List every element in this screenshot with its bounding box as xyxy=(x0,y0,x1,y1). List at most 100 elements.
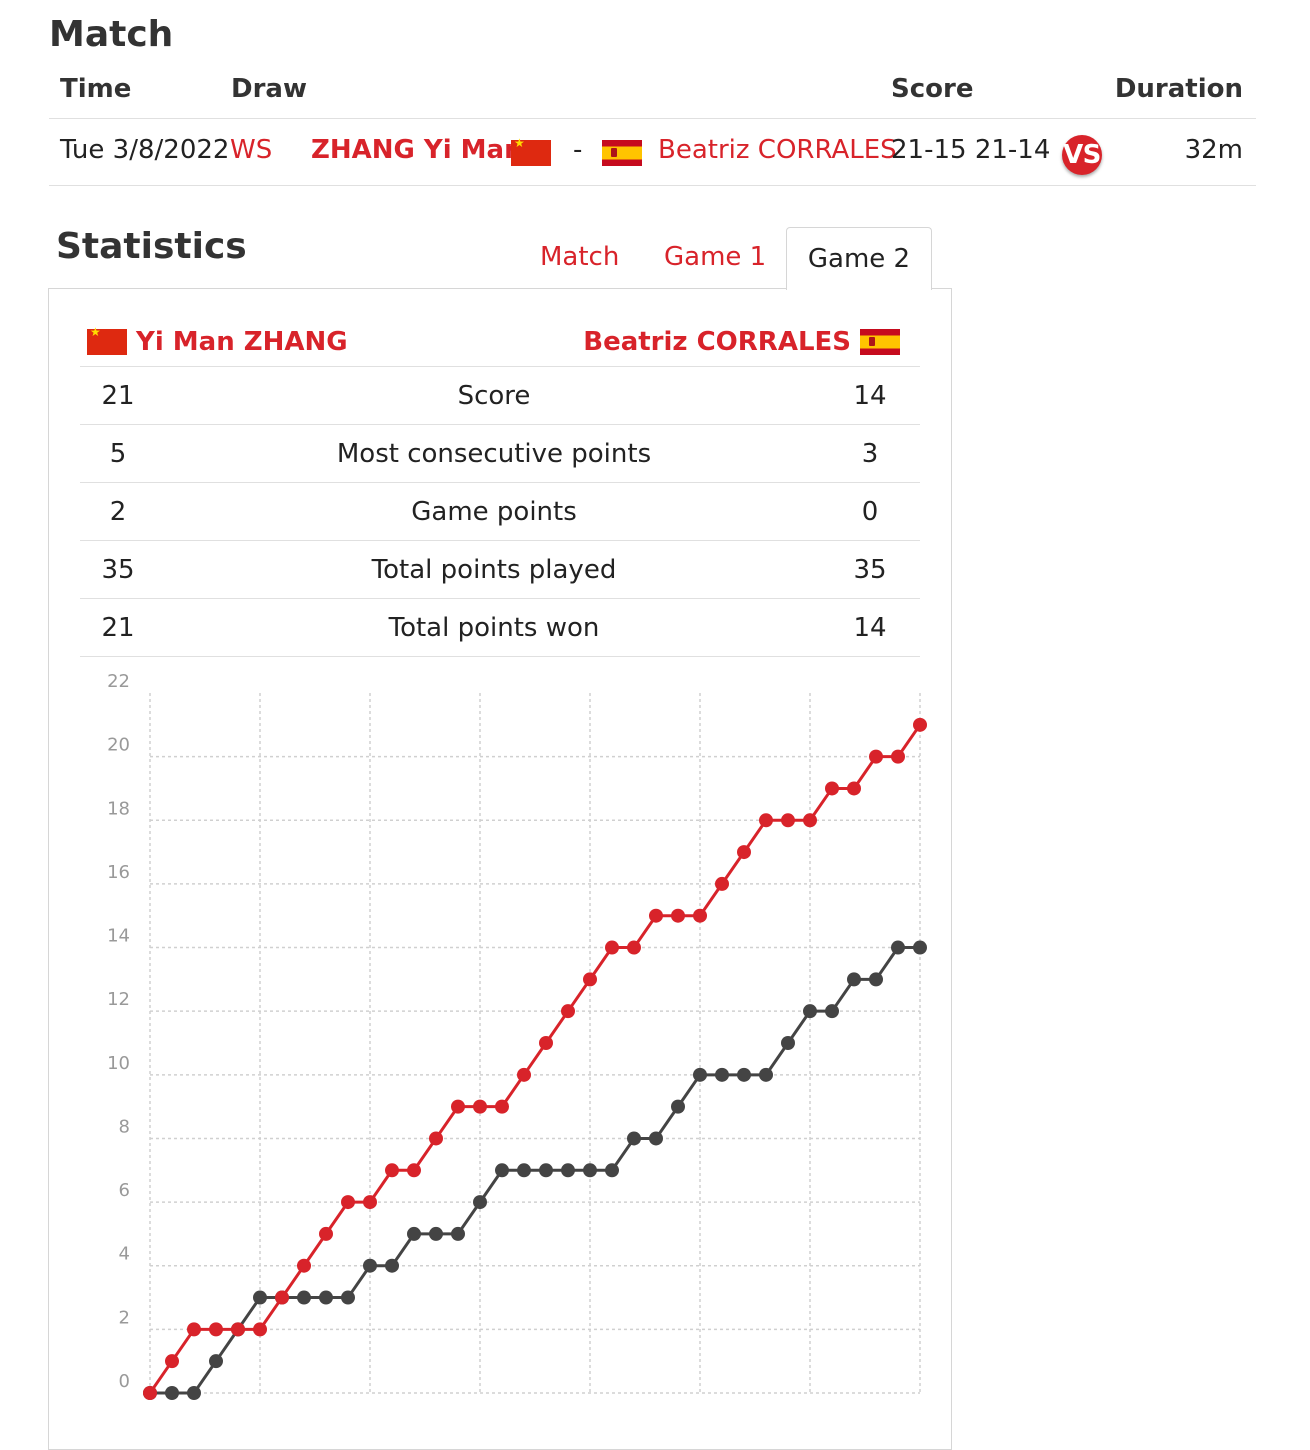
player2-link[interactable]: Beatriz CORRALES xyxy=(658,135,897,165)
stat-row: 2 Game points 0 xyxy=(80,483,920,541)
vs-icon[interactable]: VS xyxy=(1062,135,1102,175)
y-tick-label: 20 xyxy=(107,735,130,756)
data-point xyxy=(759,813,773,828)
stat-left-value: 5 xyxy=(109,439,127,469)
header-duration: Duration xyxy=(1114,74,1243,104)
spain-flag-icon xyxy=(860,329,900,355)
data-point xyxy=(737,845,751,860)
statistics-heading: Statistics xyxy=(56,226,247,267)
data-point xyxy=(253,1322,267,1337)
stat-row: 35 Total points played 35 xyxy=(80,541,920,599)
stat-label: Total points played xyxy=(371,555,617,585)
data-point xyxy=(913,717,927,732)
data-point xyxy=(495,1099,509,1114)
player-left-name[interactable]: Yi Man ZHANG xyxy=(136,327,348,357)
data-point xyxy=(649,1131,663,1146)
data-point xyxy=(297,1290,311,1305)
data-point xyxy=(319,1226,333,1241)
match-time: Tue 3/8/2022 xyxy=(60,135,230,165)
data-point xyxy=(913,940,927,955)
y-tick-label: 12 xyxy=(107,989,130,1010)
data-point xyxy=(231,1322,245,1337)
data-point xyxy=(671,1099,685,1114)
data-point xyxy=(363,1258,377,1273)
data-point xyxy=(209,1322,223,1337)
y-tick-label: 8 xyxy=(119,1116,130,1137)
data-point xyxy=(759,1067,773,1082)
match-draw-link[interactable]: WS xyxy=(230,135,273,165)
data-point xyxy=(517,1067,531,1082)
data-point xyxy=(891,749,905,764)
player1-link[interactable]: ZHANG Yi Man xyxy=(311,135,523,165)
header-time: Time xyxy=(60,74,132,104)
match-row[interactable]: Tue 3/8/2022 WS ZHANG Yi Man - Beatriz C… xyxy=(49,119,1256,186)
match-table: Time Draw Score Duration Tue 3/8/2022 WS… xyxy=(49,60,1256,186)
match-duration: 32m xyxy=(1184,135,1243,165)
player-right-name[interactable]: Beatriz CORRALES xyxy=(583,327,851,357)
match-table-header: Time Draw Score Duration xyxy=(49,60,1256,119)
data-point xyxy=(187,1322,201,1337)
stat-label: Game points xyxy=(411,497,577,527)
china-flag-icon xyxy=(511,137,551,166)
data-point xyxy=(825,781,839,796)
stat-right-value: 0 xyxy=(861,497,879,527)
stats-table: 21 Score 14 5 Most consecutive points 3 … xyxy=(80,366,920,657)
stat-left-value: 21 xyxy=(101,381,135,411)
players-header: Yi Man ZHANG Beatriz CORRALES xyxy=(87,324,900,364)
data-point xyxy=(429,1131,443,1146)
series-line xyxy=(148,723,922,1394)
stat-row: 5 Most consecutive points 3 xyxy=(80,425,920,483)
data-point xyxy=(715,1067,729,1082)
y-tick-label: 4 xyxy=(119,1244,130,1265)
data-point xyxy=(671,908,685,923)
data-point xyxy=(517,1163,531,1178)
data-point xyxy=(275,1290,289,1305)
data-point xyxy=(627,940,641,955)
data-point xyxy=(825,1004,839,1019)
data-point xyxy=(209,1354,223,1369)
stat-left-value: 21 xyxy=(101,613,135,643)
data-point xyxy=(847,972,861,987)
y-tick-label: 0 xyxy=(119,1371,130,1392)
tab-game-2[interactable]: Game 2 xyxy=(786,227,932,290)
data-point xyxy=(737,1067,751,1082)
data-point xyxy=(803,813,817,828)
data-point xyxy=(297,1258,311,1273)
data-point xyxy=(165,1386,179,1400)
data-point xyxy=(869,749,883,764)
data-point xyxy=(385,1163,399,1178)
data-point xyxy=(473,1195,487,1210)
data-point xyxy=(473,1099,487,1114)
data-point xyxy=(451,1226,465,1241)
stat-right-value: 3 xyxy=(861,439,879,469)
header-draw: Draw xyxy=(231,74,307,104)
stat-row: 21 Total points won 14 xyxy=(80,599,920,657)
data-point xyxy=(407,1163,421,1178)
data-point xyxy=(341,1195,355,1210)
stat-left-value: 35 xyxy=(101,555,135,585)
data-point xyxy=(693,1067,707,1082)
data-point xyxy=(561,1004,575,1019)
spain-flag-icon xyxy=(602,140,642,166)
data-point xyxy=(187,1386,201,1400)
data-point xyxy=(341,1290,355,1305)
stat-right-value: 14 xyxy=(853,613,887,643)
tab-match[interactable]: Match xyxy=(540,242,620,272)
header-score: Score xyxy=(891,74,974,104)
data-point xyxy=(781,1036,795,1050)
y-tick-label: 14 xyxy=(107,926,130,947)
match-score: 21-15 21-14 xyxy=(891,135,1051,165)
data-point xyxy=(539,1036,553,1050)
data-point xyxy=(847,781,861,796)
stat-row: 21 Score 14 xyxy=(80,367,920,425)
y-tick-label: 2 xyxy=(119,1307,130,1328)
data-point xyxy=(781,813,795,828)
data-point xyxy=(539,1163,553,1178)
data-point xyxy=(407,1226,421,1241)
stat-label: Most consecutive points xyxy=(336,439,652,469)
data-point xyxy=(583,972,597,987)
data-point xyxy=(649,908,663,923)
data-point xyxy=(385,1258,399,1273)
tab-game-1[interactable]: Game 1 xyxy=(664,242,767,272)
y-tick-label: 18 xyxy=(107,798,130,819)
